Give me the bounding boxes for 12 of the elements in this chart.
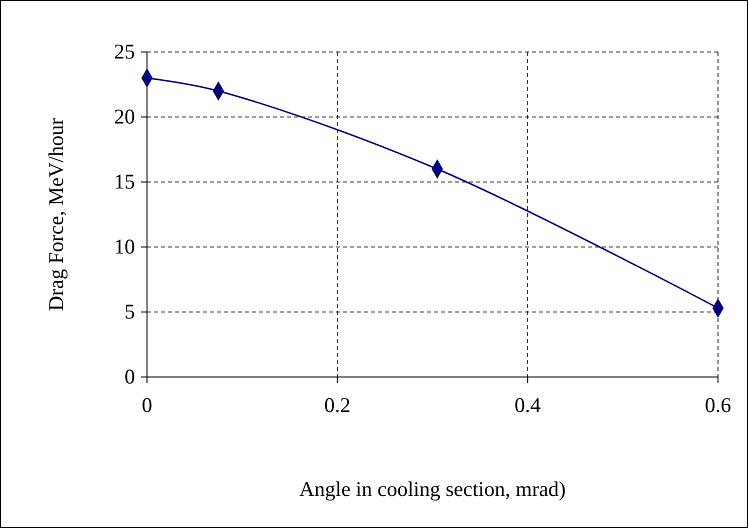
x-tick-label: 0.6: [704, 392, 732, 417]
y-tick-label: 25: [114, 40, 135, 64]
y-tick-label: 15: [114, 170, 135, 194]
x-tick-label: 0.4: [514, 392, 542, 417]
x-tick-label: 0: [142, 392, 152, 417]
x-tick-label: 0.2: [324, 392, 350, 417]
x-axis-title: Angle in cooling section, mrad): [299, 477, 566, 501]
y-tick-label: 10: [114, 234, 135, 259]
y-axis-title: Drag Force, MeV/hour: [44, 118, 68, 312]
y-tick-label: 5: [124, 300, 135, 324]
y-tick-label: 0: [124, 364, 135, 389]
y-tick-label: 20: [114, 104, 135, 129]
